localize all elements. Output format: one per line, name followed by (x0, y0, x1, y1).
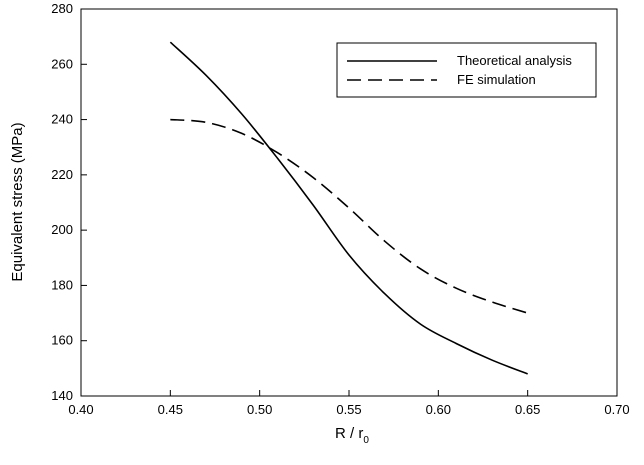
series-line-theoretical (169, 41, 528, 375)
y-tick-label: 280 (51, 1, 73, 16)
y-tick-label: 140 (51, 388, 73, 403)
x-axis-title-main: R / r (335, 425, 363, 442)
series-line-fe (170, 118, 528, 314)
y-axis-title: Equivalent stress (MPa) (9, 122, 26, 281)
x-axis-title: R / r0 (335, 425, 369, 446)
legend-label-theoretical: Theoretical analysis (457, 53, 572, 68)
x-tick-label: 0.50 (247, 402, 272, 417)
x-tick-label: 0.55 (336, 402, 361, 417)
y-tick-label: 200 (51, 222, 73, 237)
legend: Theoretical analysis FE simulation (336, 42, 597, 98)
y-tick-label: 160 (51, 333, 73, 348)
y-tick-label: 180 (51, 277, 73, 292)
x-tick-label: 0.70 (604, 402, 629, 417)
legend-label-fe: FE simulation (457, 72, 536, 87)
x-tick-label: 0.65 (515, 402, 540, 417)
y-tick-label: 240 (51, 112, 73, 127)
x-tick-label: 0.60 (426, 402, 451, 417)
x-tick-label: 0.45 (158, 402, 183, 417)
y-tick-label: 260 (51, 56, 73, 71)
x-axis-title-subscript: 0 (363, 435, 369, 446)
legend-box (336, 42, 597, 98)
y-tick-label: 220 (51, 167, 73, 182)
x-axis-ticks: 0.40 0.45 0.50 0.55 0.60 0.65 0.70 (68, 390, 630, 417)
y-axis-ticks: 140 160 180 200 220 240 260 280 (51, 1, 87, 403)
x-tick-label: 0.40 (68, 402, 93, 417)
series-layer (169, 41, 528, 375)
